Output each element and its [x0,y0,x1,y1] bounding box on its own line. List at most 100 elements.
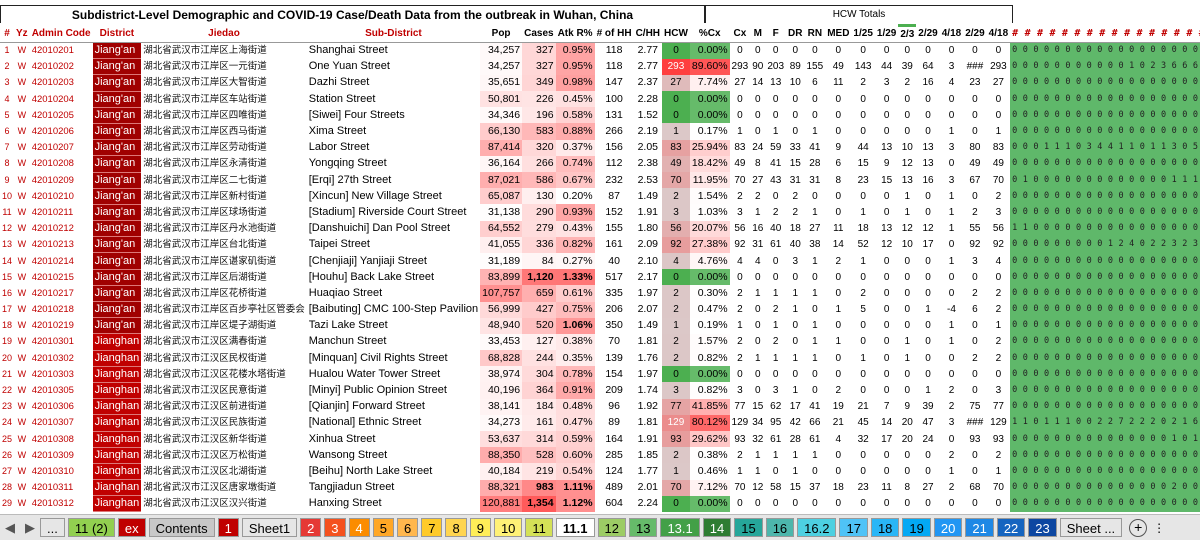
hcw-total-cell[interactable]: 0 [948,498,955,510]
cases-cell[interactable]: 130 [522,188,556,205]
hcw-total-cell[interactable]: 1 [812,352,818,364]
hcw-total-cell[interactable]: 0 [755,271,761,283]
yz-cell[interactable]: W [17,385,27,396]
hcw-total-cell[interactable]: 0 [948,433,955,445]
hcw-total-cell[interactable]: 12 [901,223,913,235]
tab-sheet[interactable]: Sheet ... [1059,518,1123,537]
yz-cell[interactable]: W [17,433,27,444]
subdistrict-cell[interactable]: Wansong Street [308,448,388,461]
hcw-total-cell[interactable]: 49 [832,61,844,73]
cases-per-hh-cell[interactable]: 1.92 [637,400,659,413]
hcw-total-cell[interactable]: 77 [734,401,746,413]
hcw-total-cell[interactable]: 70 [992,482,1004,494]
hcw-cell[interactable]: 0 [662,495,690,512]
pop-cell[interactable]: 56,999 [480,301,523,318]
hcw-total-cell[interactable]: 1 [948,190,955,202]
households-cell[interactable]: 112 [605,157,623,170]
tab-10[interactable]: 10 [493,518,523,537]
hcw-total-cell[interactable]: 0 [883,271,890,283]
households-cell[interactable]: 70 [608,335,620,348]
percent-cx-cell[interactable]: 0.46% [689,463,730,480]
hcw-total-cell[interactable]: 0 [835,320,842,332]
hcw-total-cell[interactable]: 13 [881,223,893,235]
hcw-total-cell[interactable]: 0 [904,304,911,316]
households-cell[interactable]: 161 [605,238,623,251]
jiedao-cell[interactable]: 湖北省武汉市江岸区花桥街道 [143,287,267,299]
hcw-total-cell[interactable]: 59 [770,142,782,154]
hcw-column-header[interactable]: Cx [729,25,751,43]
jiedao-cell[interactable]: 湖北省武汉市江汉区满春街道 [143,336,267,348]
yz-cell[interactable]: W [17,109,27,120]
attack-rate-cell[interactable]: 0.27% [555,252,595,270]
pop-cell[interactable]: 38,141 [480,398,523,415]
hcw-total-cell[interactable]: 1 [755,449,761,461]
district-cell[interactable]: Jianghan [92,414,142,432]
hcw-total-cell[interactable]: 27 [734,77,746,89]
tab-[interactable]: ... [40,518,65,537]
hcw-total-cell[interactable]: 0 [904,45,911,57]
hcw-total-cell[interactable]: 2 [737,304,743,316]
hcw-total-cell[interactable]: 70 [734,174,746,186]
hcw-total-cell[interactable]: 0 [883,126,890,138]
hcw-total-cell[interactable]: 19 [832,401,844,413]
hcw-cell[interactable]: 2 [662,285,690,302]
subdistrict-cell[interactable]: Yongqing Street [308,157,387,170]
hcw-total-cell[interactable]: 0 [948,93,955,105]
subdistrict-cell[interactable]: [Minyi] Public Opinion Street [308,384,447,397]
hcw-total-cell[interactable]: 8 [835,174,842,186]
cases-cell[interactable]: 659 [522,285,556,302]
hcw-total-cell[interactable]: 0 [995,93,1002,105]
column-header[interactable]: Pop [480,25,523,43]
attack-rate-cell[interactable]: 0.88% [555,123,595,140]
hcw-total-cell[interactable]: 0 [835,449,842,461]
hcw-total-cell[interactable]: 0 [755,45,761,57]
households-cell[interactable]: 89 [608,416,620,429]
hcw-cell[interactable]: 83 [662,139,690,156]
jiedao-cell[interactable]: 湖北省武汉市江岸区球场街道 [143,206,267,218]
row-number[interactable]: 13 [2,239,13,250]
hcw-total-cell[interactable]: 61 [809,433,821,445]
hcw-total-cell[interactable]: 49 [734,158,746,170]
hcw-total-cell[interactable]: 0 [860,449,866,461]
tab-3[interactable]: 3 [324,518,346,537]
hcw-total-cell[interactable]: 2 [835,385,842,397]
hcw-total-cell[interactable]: 67 [969,174,981,186]
hcw-total-cell[interactable]: 89 [789,61,801,73]
yz-cell[interactable]: W [17,45,27,56]
percent-cx-cell[interactable]: 0.00% [689,42,730,59]
hcw-total-cell[interactable]: 1 [948,336,955,348]
attack-rate-cell[interactable]: 0.82% [555,236,595,253]
hcw-total-cell[interactable]: ### [966,417,984,429]
jiedao-cell[interactable]: 湖北省武汉市江汉区民权街道 [143,352,267,364]
hcw-total-cell[interactable]: 31 [809,174,821,186]
hcw-total-cell[interactable]: 0 [812,45,818,57]
hcw-total-cell[interactable]: 56 [992,223,1004,235]
daily-counts-cell[interactable]: 0 0 0 0 0 0 0 0 0 0 0 0 0 0 0 0 0 0 0 0 … [1010,495,1200,512]
percent-cx-cell[interactable]: 1.03% [689,204,730,221]
hcw-total-cell[interactable]: 0 [883,45,890,57]
hcw-total-cell[interactable]: 64 [922,61,934,73]
hcw-total-cell[interactable]: 0 [860,385,866,397]
hcw-column-header[interactable]: DR [786,25,805,43]
attack-rate-cell[interactable]: 0.60% [555,447,595,464]
hcw-column-header[interactable]: 2/3 [898,24,917,43]
hcw-total-cell[interactable]: 0 [925,255,931,267]
hcw-total-cell[interactable]: 2 [972,287,978,299]
attack-rate-cell[interactable]: 0.78% [555,366,595,383]
row-number[interactable]: 19 [2,336,13,347]
subdistrict-cell[interactable]: [Baibuting] CMC 100-Step Pavilion [308,303,479,316]
tab-1[interactable]: 1 [217,518,239,537]
hcw-cell[interactable]: 129 [662,414,690,431]
hcw-total-cell[interactable]: 0 [812,498,818,510]
hcw-total-cell[interactable]: 41 [770,158,782,170]
pop-cell[interactable]: 64,552 [480,220,523,237]
yz-cell[interactable]: W [17,368,27,379]
hcw-total-cell[interactable]: 27 [752,174,764,186]
cases-cell[interactable]: 279 [522,220,556,237]
hcw-total-cell[interactable]: 0 [948,158,955,170]
hcw-total-cell[interactable]: 2 [737,287,743,299]
hcw-total-cell[interactable]: 0 [904,287,911,299]
tab-12[interactable]: 12 [597,518,626,537]
cases-per-hh-cell[interactable]: 2.38 [637,157,659,170]
hcw-total-cell[interactable]: 4 [755,255,761,267]
